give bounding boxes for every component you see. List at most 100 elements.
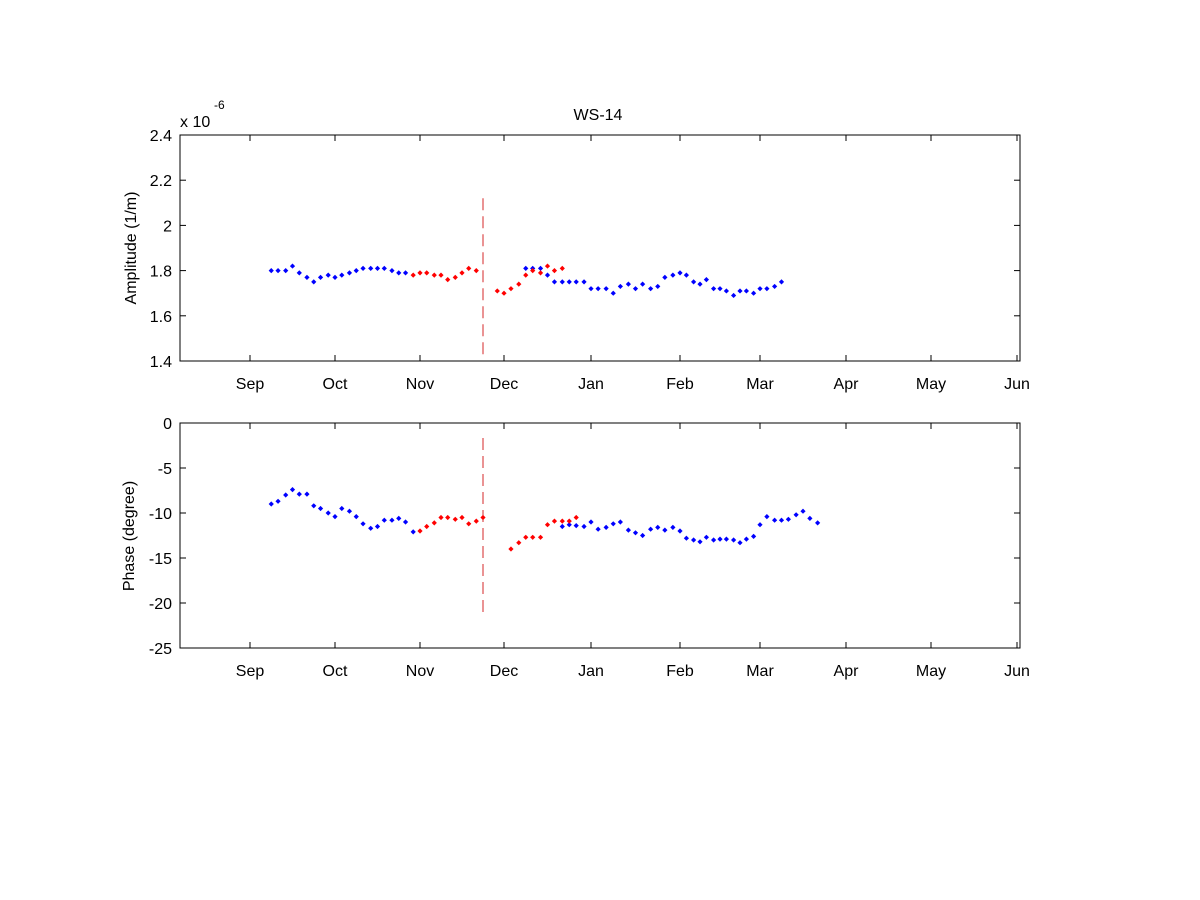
- phase-panel: Phase (degree) -25 -20 -15 -10 -5 0 Sep Oct Nov…: [121, 416, 1030, 680]
- amplitude-exponent-label: x 10: [180, 114, 210, 131]
- data-point-blue: [711, 286, 717, 292]
- data-point-red: [431, 520, 437, 526]
- data-point-red: [544, 522, 551, 528]
- x-tick-label-feb: Feb: [666, 663, 694, 680]
- x-tick-label-oct: Oct: [323, 663, 348, 680]
- data-point-blue: [396, 515, 402, 521]
- data-point-blue: [374, 265, 381, 271]
- data-point-blue: [683, 535, 689, 541]
- data-point-blue: [757, 286, 763, 292]
- data-point-blue: [670, 272, 676, 278]
- data-point-blue: [325, 272, 331, 278]
- data-point-blue: [691, 537, 697, 543]
- x-tick-label-may: May: [916, 663, 946, 680]
- data-point-red: [516, 540, 522, 546]
- data-point-red: [438, 514, 444, 521]
- data-point-blue: [697, 281, 703, 287]
- data-point-red: [424, 270, 430, 276]
- data-point-red: [473, 268, 479, 274]
- data-point-blue: [764, 286, 770, 292]
- x-tick-label-jun: Jun: [1004, 376, 1030, 393]
- amplitude-exponent-power: -6: [214, 98, 225, 112]
- data-point-blue: [751, 533, 757, 539]
- data-point-blue: [275, 498, 281, 504]
- data-point-blue: [381, 265, 387, 271]
- phase-y-ticks: -25 -20 -15 -10 -5 0: [149, 416, 1020, 658]
- data-point-blue: [717, 536, 723, 542]
- data-point-blue: [289, 263, 296, 269]
- x-tick-label-apr: Apr: [834, 376, 860, 393]
- x-tick-label-sep: Sep: [236, 376, 265, 393]
- data-point-blue: [648, 526, 654, 532]
- data-point-red: [445, 514, 451, 521]
- exponent-base: x 10: [180, 114, 210, 131]
- data-point-blue: [778, 279, 785, 285]
- data-point-blue: [697, 539, 703, 545]
- data-point-blue: [610, 290, 616, 296]
- data-point-blue: [410, 529, 416, 535]
- data-point-red: [523, 272, 529, 278]
- data-point-blue: [757, 522, 763, 528]
- data-point-blue: [275, 268, 281, 274]
- data-point-blue: [625, 527, 631, 533]
- x-tick-label-mar: Mar: [746, 376, 774, 393]
- x-tick-label-nov: Nov: [406, 663, 434, 680]
- data-point-red: [530, 534, 536, 540]
- y-tick-label: -15: [149, 551, 172, 568]
- amplitude-data-points: [268, 198, 785, 355]
- data-point-blue: [360, 265, 366, 271]
- data-point-red: [424, 523, 430, 530]
- data-point-blue: [389, 517, 395, 523]
- data-point-blue: [723, 536, 729, 542]
- data-point-blue: [283, 492, 289, 498]
- data-point-red: [516, 281, 522, 287]
- data-point-blue: [588, 519, 594, 525]
- data-point-red: [537, 534, 544, 540]
- y-tick-label: 2: [163, 218, 172, 235]
- x-tick-label-jan: Jan: [578, 663, 604, 680]
- data-point-blue: [617, 519, 623, 525]
- data-point-blue: [683, 272, 689, 278]
- data-point-blue: [360, 521, 366, 527]
- data-point-blue: [402, 270, 409, 276]
- data-point-blue: [625, 281, 631, 287]
- data-point-blue: [703, 534, 709, 540]
- data-point-blue: [677, 270, 683, 276]
- data-point-blue: [800, 508, 806, 514]
- data-point-blue: [632, 286, 639, 292]
- data-point-blue: [573, 279, 579, 285]
- data-point-blue: [346, 508, 353, 514]
- data-point-red: [501, 290, 507, 296]
- data-point-blue: [544, 272, 551, 278]
- x-tick-label-jan: Jan: [578, 376, 604, 393]
- data-point-blue: [640, 532, 646, 539]
- phase-y-axis-label: Phase (degree): [121, 481, 138, 591]
- amplitude-y-ticks: 1.4 1.6 1.8 2 2.2 2.4: [150, 128, 1020, 371]
- data-point-blue: [296, 270, 302, 276]
- data-point-blue: [603, 286, 609, 292]
- data-point-red: [466, 521, 472, 527]
- data-point-blue: [381, 517, 387, 523]
- data-point-red: [559, 518, 565, 524]
- data-point-blue: [632, 530, 639, 536]
- data-point-blue: [374, 523, 381, 530]
- data-point-blue: [662, 274, 668, 280]
- y-tick-label: 1.4: [150, 354, 172, 371]
- data-point-blue: [717, 286, 723, 292]
- data-point-blue: [655, 524, 661, 530]
- data-point-blue: [737, 288, 743, 294]
- y-tick-label: -20: [149, 596, 172, 613]
- data-point-red: [431, 272, 437, 278]
- data-point-blue: [346, 270, 353, 276]
- data-point-blue: [743, 536, 749, 542]
- x-tick-label-sep: Sep: [236, 663, 265, 680]
- data-point-blue: [559, 523, 565, 530]
- data-point-blue: [711, 537, 717, 543]
- data-point-blue: [691, 279, 697, 285]
- data-point-blue: [523, 265, 529, 271]
- x-tick-label-mar: Mar: [746, 663, 774, 680]
- data-point-blue: [610, 521, 616, 527]
- y-tick-label: 1.6: [150, 309, 172, 326]
- data-point-blue: [677, 528, 683, 534]
